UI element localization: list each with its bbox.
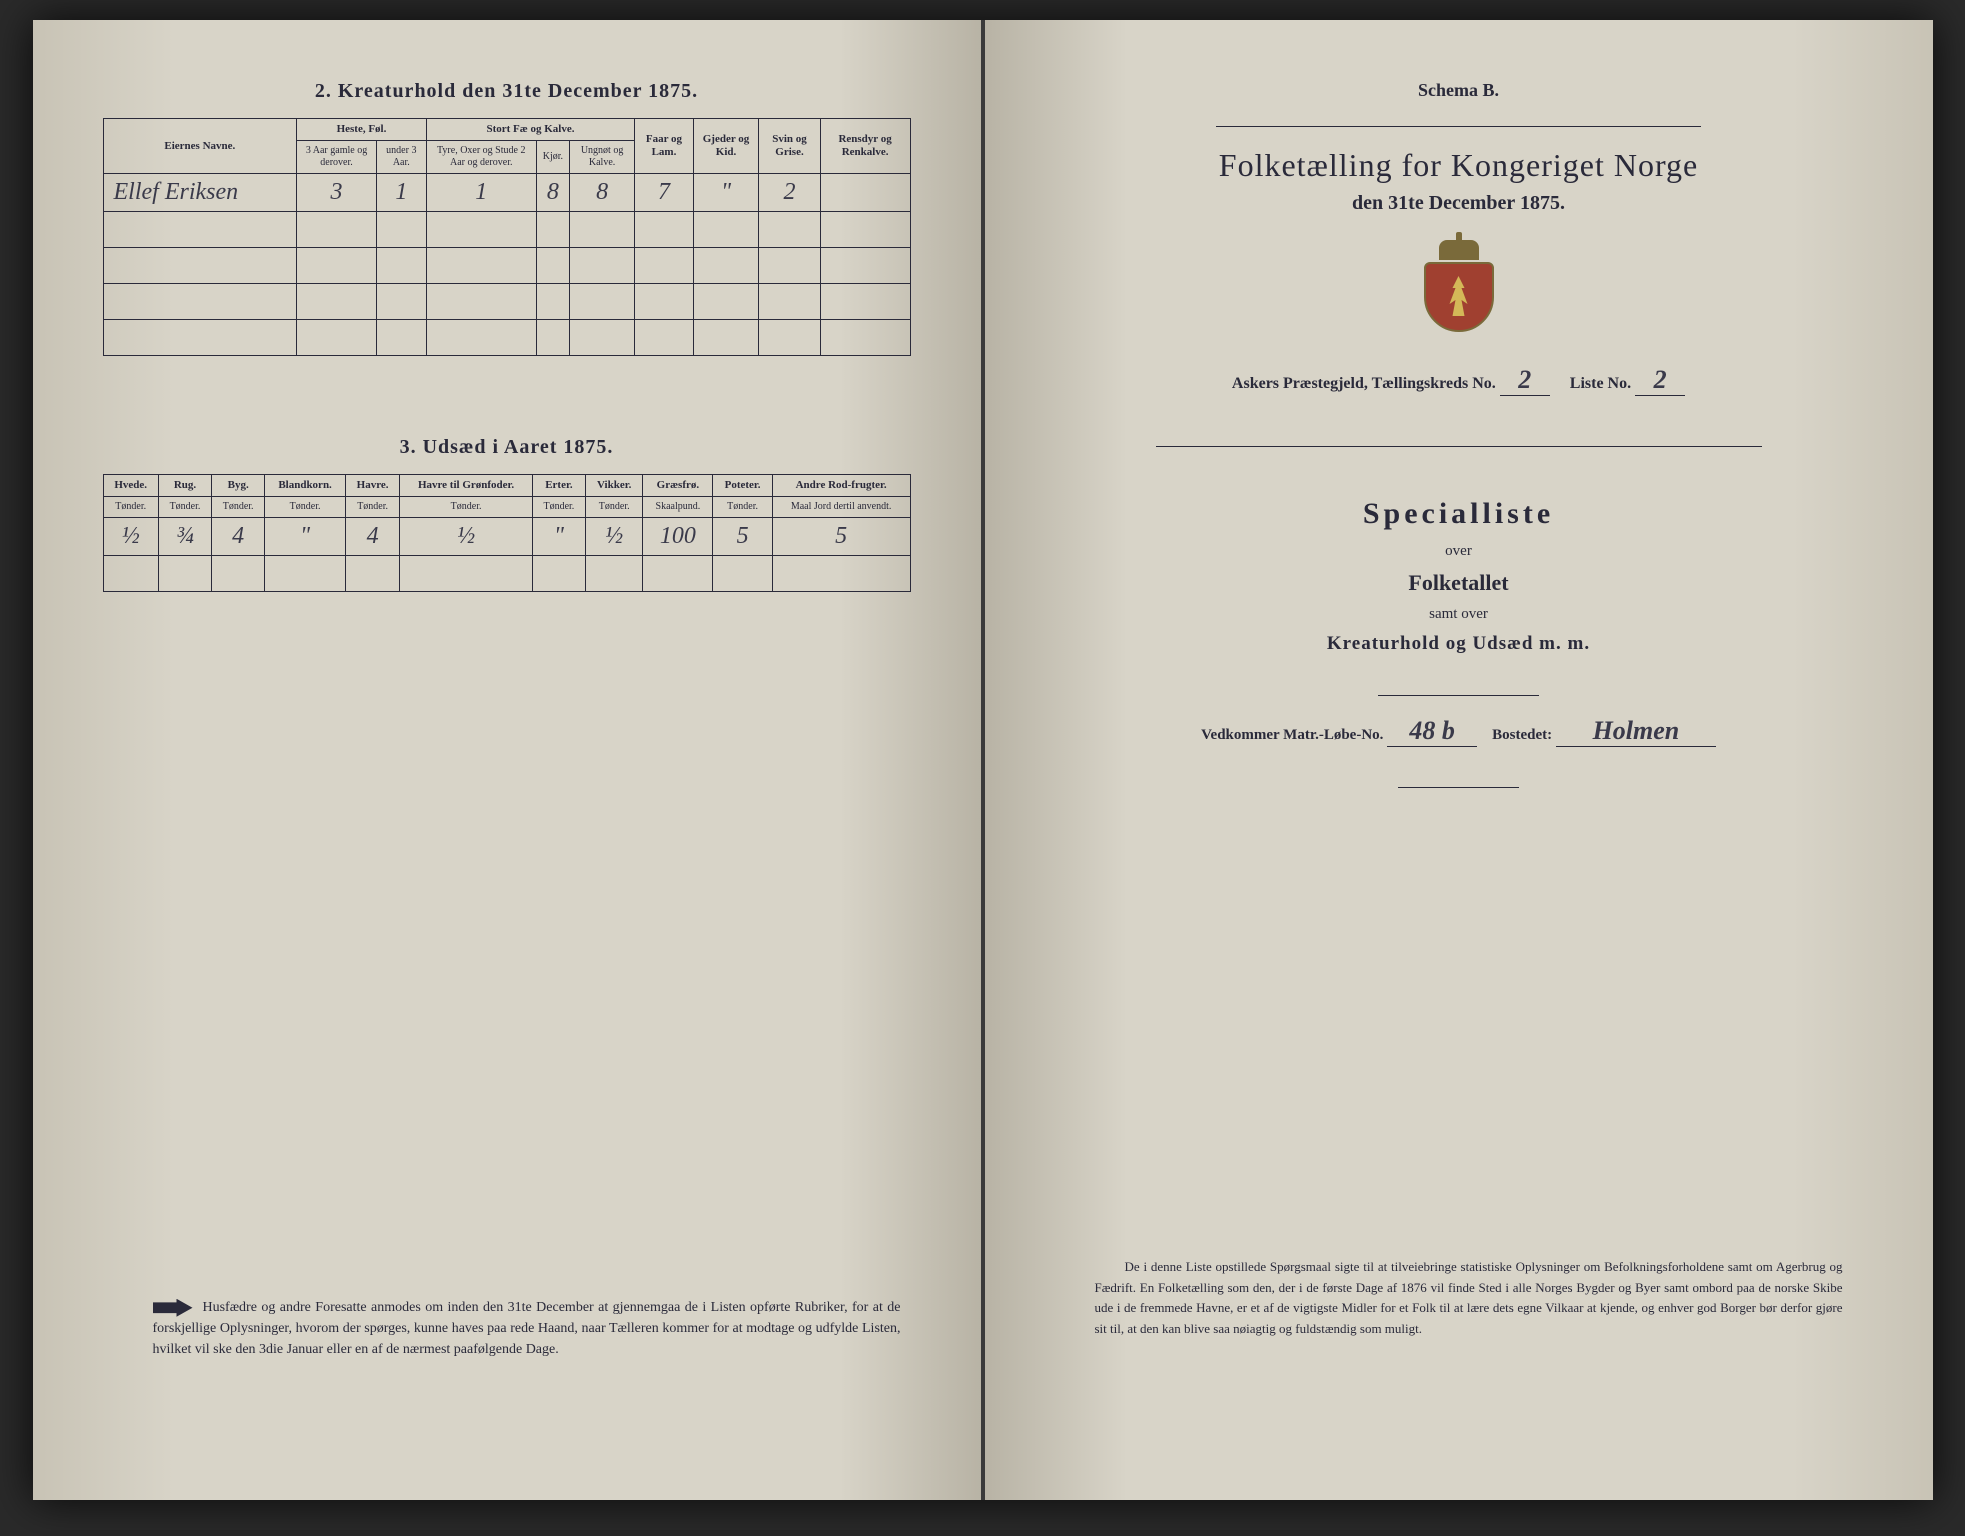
u: Tønder. [158,497,211,518]
u: Tønder. [585,497,642,518]
parish-label: Askers Præstegjeld, Tællingskreds No. [1232,375,1496,392]
cell: 1 [426,174,536,212]
u: Skaalpund. [643,497,713,518]
u: Maal Jord dertil anvendt. [772,497,910,518]
page-left: 2. Kreaturhold den 31te December 1875. E… [33,20,985,1500]
table-row [103,212,910,248]
u: Tønder. [713,497,772,518]
rule [1378,695,1540,696]
h: Byg. [212,475,265,497]
table-row [103,556,910,592]
cell: 4 [345,518,399,556]
sub-h1: 3 Aar gamle og derover. [297,141,377,174]
cell: " [265,518,346,556]
schema-label: Schema B. [1055,80,1863,101]
bosted-name: Holmen [1556,716,1716,747]
section2-title: 2. Kreaturhold den 31te December 1875. [103,80,911,103]
cell: ½ [400,518,533,556]
cell: 3 [297,174,377,212]
col-sheep: Faar og Lam. [635,119,694,174]
cell: 4 [212,518,265,556]
page-right: Schema B. Folketælling for Kongeriget No… [985,20,1933,1500]
right-footer: De i denne Liste opstillede Spørgsmaal s… [1095,1257,1843,1340]
cell: 8 [536,174,569,212]
table-row [103,320,910,356]
section3-title: 3. Udsæd i Aaret 1875. [103,436,911,459]
h: Vikker. [585,475,642,497]
table-row: ½ ¾ 4 " 4 ½ " ½ 100 5 5 [103,518,910,556]
cell: 8 [570,174,635,212]
sub-h5: Ungnøt og Kalve. [570,141,635,174]
matr-label: Vedkommer Matr.-Løbe-No. [1201,727,1383,743]
matr-no: 48 b [1387,716,1477,747]
cell: 5 [772,518,910,556]
sub-title: den 31te December 1875. [1055,192,1863,215]
samt-label: samt over [1055,606,1863,623]
rule [1398,787,1519,788]
special-title: Specialliste [1055,497,1863,531]
meta-line: Askers Præstegjeld, Tællingskreds No. 2 … [1055,365,1863,396]
table-row [103,284,910,320]
owner-name: Ellef Eriksen [103,174,297,212]
u: Tønder. [212,497,265,518]
h: Poteter. [713,475,772,497]
sub-h2: under 3 Aar. [376,141,426,174]
u: Tønder. [532,497,585,518]
h: Hvede. [103,475,158,497]
cell: ¾ [158,518,211,556]
livestock-table: Eiernes Navne. Heste, Føl. Stort Fæ og K… [103,118,911,356]
cell: 100 [643,518,713,556]
sub-h3: Tyre, Oxer og Stude 2 Aar og derover. [426,141,536,174]
kreaturhold: Kreaturhold og Udsæd m. m. [1055,633,1863,655]
col-pigs: Svin og Grise. [759,119,820,174]
h: Rug. [158,475,211,497]
h: Havre. [345,475,399,497]
sowing-table: Hvede. Rug. Byg. Blandkorn. Havre. Havre… [103,474,911,592]
cell [820,174,910,212]
cell: 1 [376,174,426,212]
coat-of-arms-icon [1419,240,1499,335]
cell: " [693,174,759,212]
sub-h4: Kjør. [536,141,569,174]
h: Andre Rod-frugter. [772,475,910,497]
h: Blandkorn. [265,475,346,497]
u: Tønder. [265,497,346,518]
over-label: over [1055,543,1863,560]
u: Tønder. [400,497,533,518]
col-reindeer: Rensdyr og Renkalve. [820,119,910,174]
cell: 2 [759,174,820,212]
table-row: Ellef Eriksen 3 1 1 8 8 7 " 2 [103,174,910,212]
liste-label: Liste No. [1570,375,1631,392]
h: Erter. [532,475,585,497]
vedkommer-line: Vedkommer Matr.-Løbe-No. 48 b Bostedet: … [1055,716,1863,747]
cell: " [532,518,585,556]
rule [1156,446,1762,447]
h: Havre til Grønfoder. [400,475,533,497]
h: Græsfrø. [643,475,713,497]
cell: ½ [103,518,158,556]
col-goats: Gjeder og Kid. [693,119,759,174]
cell: ½ [585,518,642,556]
book-spread: 2. Kreaturhold den 31te December 1875. E… [33,20,1933,1500]
col-owner: Eiernes Navne. [103,119,297,174]
u: Tønder. [345,497,399,518]
bosted-label: Bostedet: [1492,727,1552,743]
footer-text: Husfædre og andre Foresatte anmodes om i… [153,1300,901,1357]
col-cattle: Stort Fæ og Kalve. [426,119,634,141]
main-title: Folketælling for Kongeriget Norge [1055,147,1863,184]
pointer-icon [153,1299,193,1317]
folketallet: Folketallet [1055,570,1863,596]
rule [1216,126,1701,127]
table-row [103,248,910,284]
liste-no: 2 [1635,365,1685,396]
col-horses: Heste, Føl. [297,119,427,141]
left-footer: Husfædre og andre Foresatte anmodes om i… [153,1297,901,1360]
kreds-no: 2 [1500,365,1550,396]
cell: 7 [635,174,694,212]
cell: 5 [713,518,772,556]
u: Tønder. [103,497,158,518]
